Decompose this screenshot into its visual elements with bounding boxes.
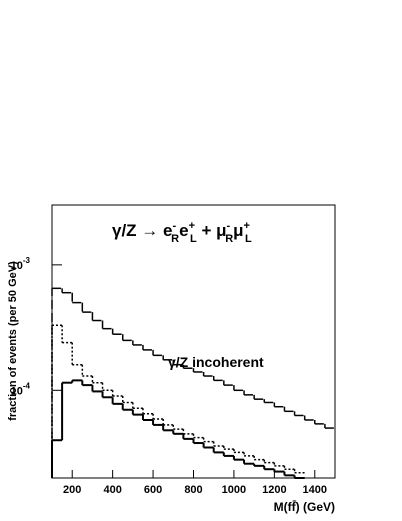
- title-part: +: [244, 220, 250, 232]
- title-part: + μ: [197, 221, 227, 240]
- y-axis-label: fraction of events (per 50 GeV): [7, 261, 19, 421]
- title-part: -: [172, 220, 176, 232]
- title-part: R: [171, 233, 179, 245]
- title-part: +: [189, 220, 195, 232]
- x-axis-label: M(ff̄) (GeV): [274, 500, 335, 514]
- title-part: L: [190, 233, 197, 245]
- x-tick-label: 1400: [303, 484, 327, 496]
- title-part: μ: [233, 221, 243, 240]
- y-tick-base: 10: [11, 260, 23, 272]
- y-tick-exponent: -3: [23, 256, 31, 265]
- title-part: e: [179, 221, 188, 240]
- x-tick-label: 600: [144, 484, 162, 496]
- x-tick-label: 800: [184, 484, 202, 496]
- title-part: R: [225, 233, 233, 245]
- y-tick-base: 10: [11, 385, 23, 397]
- annotation: γ/Z incoherent: [168, 354, 264, 370]
- title-part: γ/Z → e: [112, 221, 172, 240]
- chart-title: γ/Z → e-Re+ L + μ-Rμ+ L: [112, 220, 252, 245]
- y-tick-exponent: -4: [23, 381, 31, 390]
- x-tick-label: 400: [103, 484, 121, 496]
- y-tick-label: 10-3: [11, 256, 31, 272]
- x-tick-label: 200: [63, 484, 81, 496]
- title-part: L: [245, 233, 252, 245]
- x-tick-label: 1200: [262, 484, 286, 496]
- x-tick-label: 1000: [222, 484, 246, 496]
- y-tick-label: 10-4: [11, 381, 31, 397]
- title-part: -: [227, 220, 231, 232]
